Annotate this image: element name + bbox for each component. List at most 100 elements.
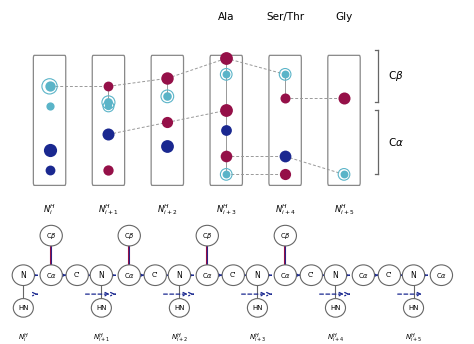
Text: $N^H_{i+2}$: $N^H_{i+2}$ (157, 202, 177, 217)
Text: C$\alpha$: C$\alpha$ (280, 271, 291, 280)
Text: C$\beta$: C$\beta$ (388, 69, 404, 83)
Point (164, 94, 171, 99)
Circle shape (144, 265, 166, 286)
Circle shape (168, 265, 191, 286)
Circle shape (40, 265, 63, 286)
Text: $N^H_{i+2}$: $N^H_{i+2}$ (171, 332, 188, 344)
Circle shape (196, 265, 219, 286)
Text: C$\beta$: C$\beta$ (124, 230, 135, 241)
Point (340, 172, 348, 177)
Text: C$\alpha$: C$\alpha$ (46, 271, 57, 280)
Text: Ala: Ala (218, 12, 235, 22)
Circle shape (91, 299, 111, 317)
Circle shape (403, 299, 424, 317)
Circle shape (352, 265, 374, 286)
Circle shape (118, 225, 140, 246)
Text: C': C' (230, 272, 237, 278)
Point (222, 172, 230, 177)
Point (105, 104, 112, 109)
Point (282, 154, 289, 159)
Circle shape (40, 225, 63, 246)
Point (164, 120, 171, 125)
Circle shape (13, 299, 33, 317)
Point (222, 56, 230, 61)
Text: C': C' (74, 272, 81, 278)
Point (222, 108, 230, 113)
Text: C$\beta$: C$\beta$ (46, 230, 56, 241)
Point (282, 72, 289, 77)
Circle shape (402, 265, 425, 286)
Point (105, 168, 112, 173)
Text: C$\alpha$: C$\alpha$ (358, 271, 369, 280)
Point (105, 100, 112, 105)
Text: N: N (176, 271, 182, 280)
Text: $N^H_{i+5}$: $N^H_{i+5}$ (405, 332, 422, 344)
Text: HN: HN (18, 305, 28, 311)
Circle shape (118, 265, 140, 286)
Point (105, 132, 112, 137)
Text: $N^H_i$: $N^H_i$ (18, 332, 29, 344)
FancyBboxPatch shape (210, 55, 242, 185)
Circle shape (169, 299, 190, 317)
Text: C$\alpha$: C$\alpha$ (124, 271, 135, 280)
Text: Ser/Thr: Ser/Thr (266, 12, 304, 22)
Circle shape (274, 225, 296, 246)
Text: HN: HN (408, 305, 419, 311)
Point (222, 128, 230, 133)
Point (340, 172, 348, 177)
FancyBboxPatch shape (269, 55, 301, 185)
Circle shape (324, 265, 346, 286)
Circle shape (222, 265, 245, 286)
Circle shape (246, 265, 269, 286)
Point (164, 76, 171, 81)
Text: $N^H_{i+4}$: $N^H_{i+4}$ (275, 202, 295, 217)
Text: C$\alpha$: C$\alpha$ (388, 136, 404, 148)
Circle shape (247, 299, 267, 317)
Point (46, 148, 54, 153)
Point (105, 104, 112, 109)
Text: HN: HN (330, 305, 341, 311)
Point (222, 154, 230, 159)
Point (222, 72, 230, 77)
FancyBboxPatch shape (92, 55, 125, 185)
Point (282, 72, 289, 77)
Text: HN: HN (96, 305, 107, 311)
Text: C$\beta$: C$\beta$ (280, 230, 291, 241)
Text: C': C' (386, 272, 392, 278)
Text: N: N (20, 271, 26, 280)
FancyBboxPatch shape (33, 55, 66, 185)
Text: $N^H_{i+4}$: $N^H_{i+4}$ (327, 332, 344, 344)
Circle shape (300, 265, 322, 286)
Point (46, 84, 54, 89)
FancyBboxPatch shape (328, 55, 360, 185)
FancyBboxPatch shape (151, 55, 183, 185)
Point (340, 96, 348, 101)
Point (282, 96, 289, 101)
Text: N: N (99, 271, 104, 280)
Text: Gly: Gly (336, 12, 353, 22)
Point (164, 94, 171, 99)
Circle shape (12, 265, 35, 286)
Circle shape (196, 225, 219, 246)
Circle shape (326, 299, 346, 317)
Point (164, 144, 171, 149)
Circle shape (378, 265, 401, 286)
Text: $N^H_{i+3}$: $N^H_{i+3}$ (249, 332, 266, 344)
Text: N: N (410, 271, 416, 280)
Text: C$\beta$: C$\beta$ (202, 230, 213, 241)
Circle shape (66, 265, 88, 286)
Point (222, 72, 230, 77)
Text: $N^H_{i+1}$: $N^H_{i+1}$ (98, 202, 118, 217)
Circle shape (274, 265, 296, 286)
Point (105, 100, 112, 105)
Text: $N^H_i$: $N^H_i$ (43, 202, 56, 217)
Point (222, 172, 230, 177)
Text: HN: HN (252, 305, 263, 311)
Text: N: N (333, 271, 338, 280)
Point (46, 168, 54, 173)
Text: HN: HN (174, 305, 185, 311)
Point (46, 104, 54, 109)
Text: C$\alpha$: C$\alpha$ (436, 271, 447, 280)
Text: $N^H_{i+3}$: $N^H_{i+3}$ (216, 202, 237, 217)
Point (282, 172, 289, 177)
